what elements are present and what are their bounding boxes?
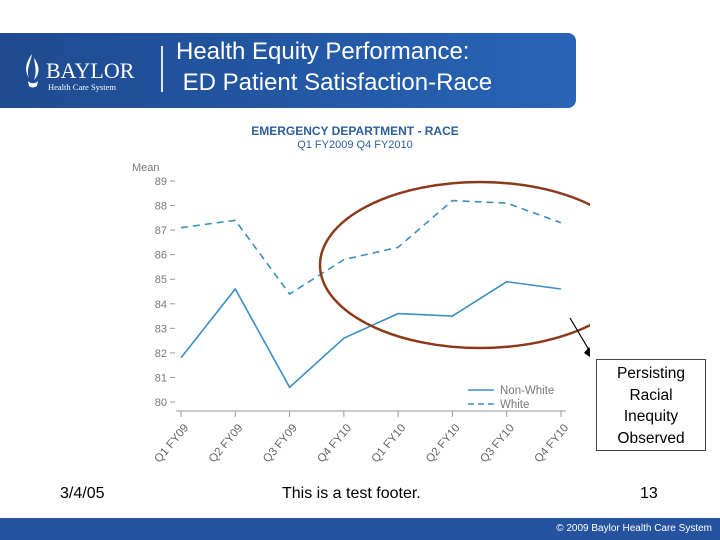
title-banner: [0, 33, 576, 108]
y-tick-label: 87: [155, 225, 167, 237]
x-tick-label: Q4 FY10: [533, 422, 572, 465]
footer-date: 3/4/05: [60, 485, 105, 502]
x-tick-label: Q2 FY10: [424, 422, 463, 465]
callout-box: Persisting Racial Inequity Observed: [596, 359, 706, 451]
x-tick-label: Q4 FY10: [315, 422, 354, 465]
y-tick-label: 81: [155, 372, 167, 384]
chart-title: EMERGENCY DEPARTMENT - RACE: [251, 124, 459, 138]
callout-line-3: Inequity: [623, 408, 679, 425]
legend-entry: Non-White: [500, 385, 554, 397]
x-tick-label: Q3 FY09: [261, 422, 300, 465]
title-line-1: Health Equity Performance:: [176, 38, 470, 65]
y-tick-label: 83: [155, 323, 167, 335]
title-line-2: ED Patient Satisfaction-Race: [176, 69, 493, 96]
series-line-white: [180, 199, 562, 296]
page-number: 13: [640, 485, 658, 502]
legend-entry: White: [500, 399, 529, 411]
callout-line-1: Persisting: [616, 365, 686, 382]
y-tick-label: 84: [155, 299, 167, 311]
y-tick-label: 85: [155, 274, 167, 286]
footer-text: This is a test footer.: [282, 485, 421, 502]
series-line-non-white: [180, 280, 562, 389]
annotation-ellipse: [318, 180, 590, 350]
y-tick-label: 86: [155, 250, 167, 262]
y-axis-label: Mean: [132, 162, 160, 174]
x-tick-label: Q1 FY10: [370, 422, 409, 465]
flame-icon: [26, 54, 39, 88]
x-tick-label: Q1 FY09: [153, 422, 192, 465]
logo-subtitle: Health Care System: [48, 82, 116, 92]
x-tick-label: Q3 FY10: [478, 422, 517, 465]
copyright: © 2009 Baylor Health Care System: [556, 523, 712, 534]
y-tick-label: 88: [155, 201, 167, 213]
baylor-logo: BAYLOR Health Care System: [26, 54, 135, 92]
footer-bar: [0, 518, 720, 540]
logo-wordmark: BAYLOR: [46, 58, 135, 83]
y-tick-label: 82: [155, 348, 167, 360]
callout-line-2: Racial: [629, 386, 673, 404]
chart-subtitle: Q1 FY2009 Q4 FY2010: [297, 139, 413, 151]
callout-line-4: Observed: [617, 429, 685, 447]
y-tick-label: 80: [155, 397, 167, 409]
page-title: Health Equity Performance: ED Patient Sa…: [176, 36, 571, 98]
x-tick-label: Q2 FY09: [207, 422, 246, 465]
logo-divider: [161, 46, 163, 92]
annotation-arrowhead: [584, 347, 590, 357]
y-tick-label: 89: [155, 176, 167, 188]
